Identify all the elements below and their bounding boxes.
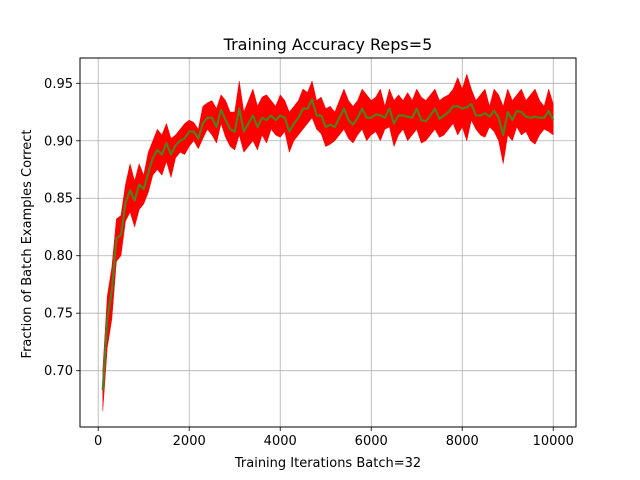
y-tick-label: 0.85 xyxy=(44,192,73,207)
plot-area xyxy=(101,73,555,411)
y-tick-label: 0.80 xyxy=(44,249,73,264)
y-axis-ticks: 0.70 0.75 0.80 0.85 0.90 0.95 xyxy=(44,77,80,379)
accuracy-range-band xyxy=(102,73,554,411)
axes-frame xyxy=(79,57,577,428)
mean-accuracy-line xyxy=(101,98,555,391)
x-tick-label: 2000 xyxy=(173,434,206,449)
y-axis-label: Fraction of Batch Examples Correct xyxy=(20,130,35,359)
x-tick-label: 10000 xyxy=(533,434,574,449)
x-axis-ticks: 0 2000 4000 6000 8000 10000 xyxy=(94,427,574,449)
x-tick-label: 4000 xyxy=(264,434,297,449)
y-tick-label: 0.95 xyxy=(44,77,73,92)
x-tick-label: 6000 xyxy=(355,434,388,449)
x-tick-label: 8000 xyxy=(446,434,479,449)
x-tick-label: 0 xyxy=(94,434,102,449)
y-tick-label: 0.75 xyxy=(44,307,73,322)
chart-title: Training Accuracy Reps=5 xyxy=(223,35,433,54)
y-tick-label: 0.90 xyxy=(44,134,73,149)
y-tick-label: 0.70 xyxy=(44,364,73,379)
x-axis-label: Training Iterations Batch=32 xyxy=(234,456,421,471)
